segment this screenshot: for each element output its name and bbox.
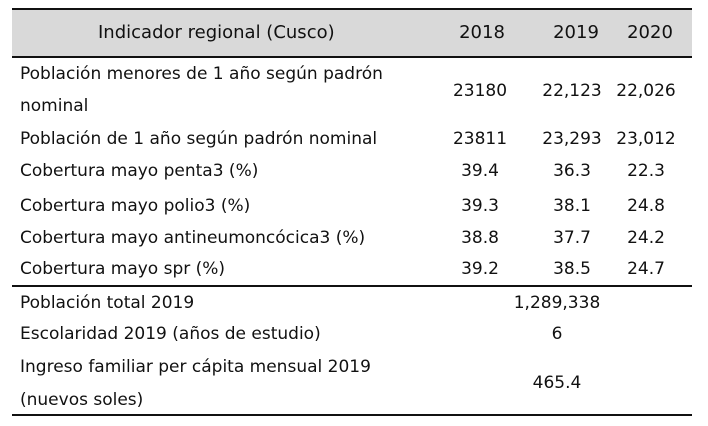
value-2020: 24.2 — [627, 228, 665, 248]
row-label: Cobertura mayo spr (%) — [20, 259, 226, 279]
top-rule — [12, 8, 692, 10]
summary-value: 6 — [551, 324, 563, 344]
value-2020: 22.3 — [627, 161, 665, 181]
header-year-2019: 2019 — [553, 22, 599, 43]
summary-label: Población total 2019 — [20, 293, 195, 313]
summary-value: 465.4 — [532, 373, 582, 393]
row-label: Cobertura mayo antineumoncócica3 (%) — [20, 228, 366, 248]
summary-label-continued: (nuevos soles) — [20, 390, 144, 410]
section-divider — [12, 285, 692, 287]
row-label: Cobertura mayo polio3 (%) — [20, 196, 251, 216]
table-header: Indicador regional (Cusco) 2018 2019 202… — [12, 10, 692, 58]
value-2018: 38.8 — [461, 228, 499, 248]
row-label: Población de 1 año según padrón nominal — [20, 129, 378, 149]
value-2020: 23,012 — [616, 129, 676, 149]
value-2020: 22,026 — [616, 81, 676, 101]
value-2018: 23811 — [452, 129, 508, 149]
row-label: Cobertura mayo penta3 (%) — [20, 161, 259, 181]
value-2019: 38.1 — [553, 196, 591, 216]
value-2019: 36.3 — [553, 161, 591, 181]
summary-label: Ingreso familiar per cápita mensual 2019 — [20, 357, 371, 377]
summary-value: 1,289,338 — [513, 293, 601, 313]
header-year-2020: 2020 — [627, 22, 673, 43]
value-2019: 23,293 — [542, 129, 602, 149]
summary-label: Escolaridad 2019 (años de estudio) — [20, 324, 321, 344]
value-2018: 23180 — [452, 81, 508, 101]
value-2018: 39.2 — [461, 259, 499, 279]
row-label-continued: nominal — [20, 96, 89, 116]
header-year-2018: 2018 — [459, 22, 505, 43]
value-2019: 37.7 — [553, 228, 591, 248]
value-2019: 22,123 — [542, 81, 602, 101]
header-indicator: Indicador regional (Cusco) — [98, 22, 335, 43]
value-2020: 24.8 — [627, 196, 665, 216]
row-label: Población menores de 1 año según padrón — [20, 64, 383, 84]
bottom-rule — [12, 414, 692, 416]
value-2020: 24.7 — [627, 259, 665, 279]
value-2018: 39.3 — [461, 196, 499, 216]
value-2018: 39.4 — [461, 161, 499, 181]
value-2019: 38.5 — [553, 259, 591, 279]
